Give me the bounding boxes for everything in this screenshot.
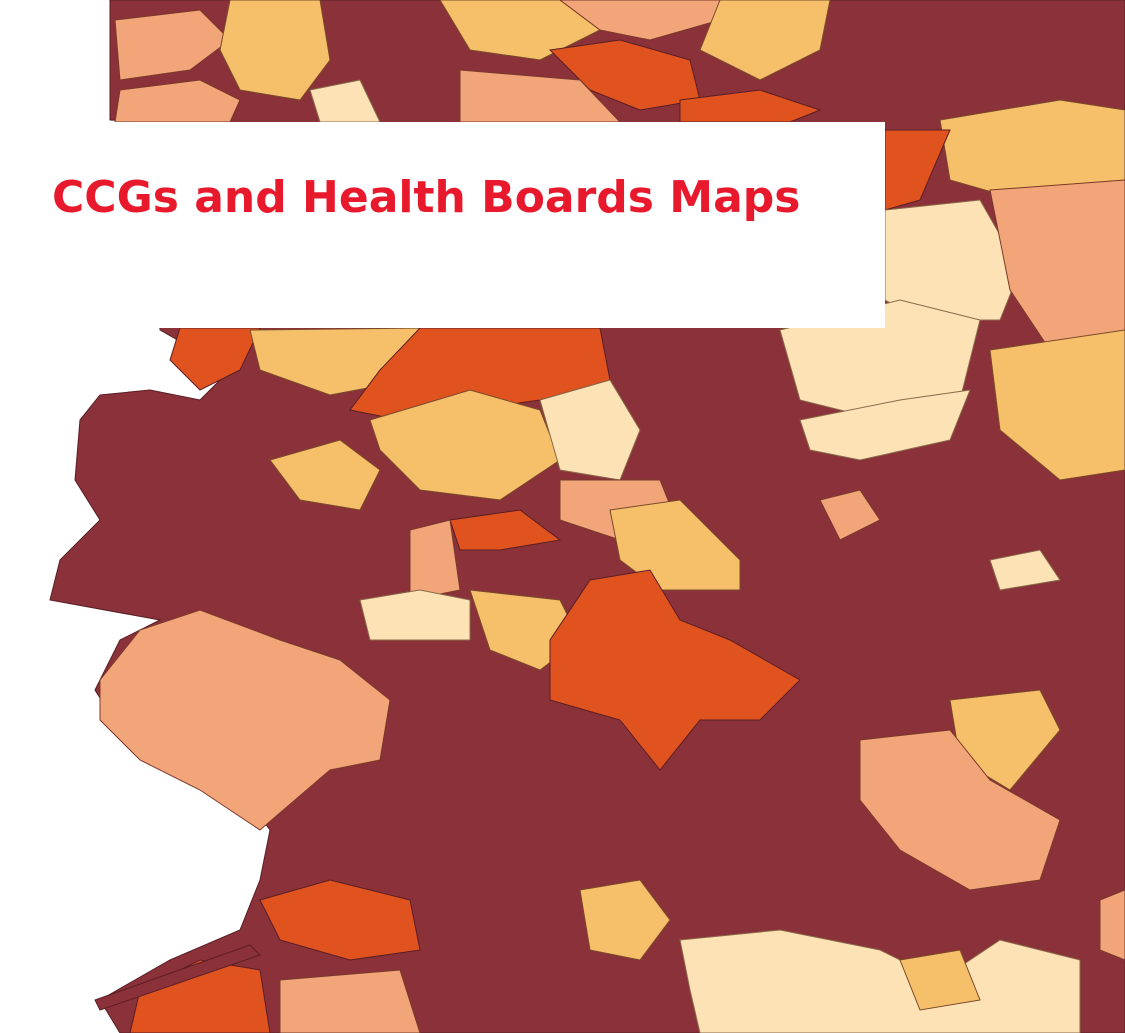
region (799, 389, 971, 461)
region (439, 0, 601, 61)
region (99, 609, 391, 831)
region (579, 879, 671, 961)
region (269, 439, 381, 511)
region (989, 329, 1125, 481)
region (679, 89, 822, 123)
region (859, 729, 1061, 891)
region (259, 879, 421, 961)
region (939, 99, 1125, 201)
region (279, 969, 421, 1033)
title-panel (0, 122, 885, 328)
region (699, 0, 831, 81)
region (819, 489, 881, 541)
map-title: CCGs and Health Boards Maps (52, 172, 800, 223)
region (609, 499, 741, 591)
region (369, 389, 561, 501)
region (559, 0, 721, 41)
region (114, 79, 241, 123)
region (549, 569, 801, 771)
region (1099, 889, 1125, 961)
region (449, 509, 562, 551)
region (539, 379, 641, 481)
region (409, 519, 461, 601)
region (219, 0, 331, 101)
region (114, 9, 231, 81)
region (94, 944, 261, 1011)
region (899, 949, 981, 1011)
region (989, 549, 1061, 591)
region (679, 929, 1081, 1033)
region (359, 589, 471, 641)
